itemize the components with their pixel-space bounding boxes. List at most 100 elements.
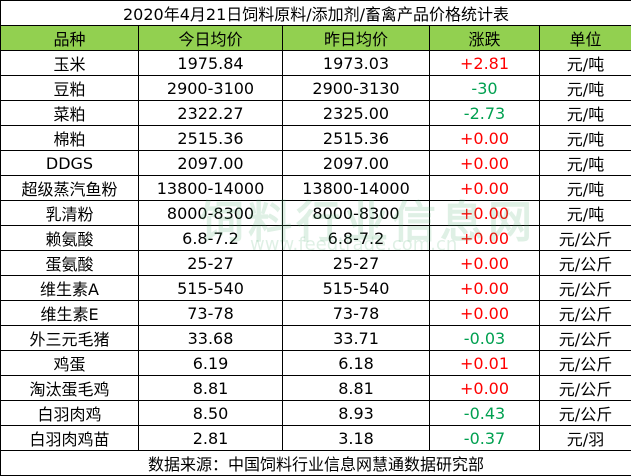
value-cell: 6.8-7.2 [283,226,430,251]
value-cell: 2322.27 [139,101,283,126]
value-cell: 8.81 [283,376,430,401]
change-cell: -0.03 [430,326,540,351]
value-cell: 元/公斤 [540,276,631,301]
value-cell: 2900-3100 [139,76,283,101]
value-cell: 元/羽 [540,426,631,451]
item-cell: 鸡蛋 [1,351,139,376]
value-cell: 13800-14000 [139,176,283,201]
item-cell: 菜粕 [1,101,139,126]
value-cell: 元/吨 [540,176,631,201]
change-cell: +0.01 [430,351,540,376]
item-cell: 淘汰蛋毛鸡 [1,376,139,401]
value-cell: 元/公斤 [540,251,631,276]
change-cell: +0.00 [430,151,540,176]
header-cell: 涨跌 [430,26,540,51]
change-cell: -0.43 [430,401,540,426]
value-cell: 元/公斤 [540,401,631,426]
item-cell: 棉粕 [1,126,139,151]
value-cell: 元/公斤 [540,326,631,351]
value-cell: 元/吨 [540,126,631,151]
value-cell: 元/吨 [540,151,631,176]
header-cell: 品种 [1,26,139,51]
value-cell: 元/吨 [540,201,631,226]
value-cell: 8.50 [139,401,283,426]
header-row: 品种今日均价昨日均价涨跌单位 [1,26,631,51]
item-cell: DDGS [1,151,139,176]
value-cell: 73-78 [283,301,430,326]
value-cell: 8000-8300 [283,201,430,226]
item-cell: 蛋氨酸 [1,251,139,276]
change-cell: +0.00 [430,301,540,326]
value-cell: 8000-8300 [139,201,283,226]
value-cell: 元/公斤 [540,376,631,401]
value-cell: 元/公斤 [540,226,631,251]
item-cell: 乳清粉 [1,201,139,226]
change-cell: +0.00 [430,276,540,301]
value-cell: 515-540 [283,276,430,301]
value-cell: 1975.84 [139,51,283,76]
change-cell: -0.37 [430,426,540,451]
item-cell: 白羽肉鸡 [1,401,139,426]
change-cell: +0.00 [430,251,540,276]
footer-row: 数据来源：中国饲料行业信息网慧通数据研究部 [1,451,631,476]
value-cell: 2097.00 [139,151,283,176]
value-cell: 25-27 [139,251,283,276]
change-cell: +0.00 [430,376,540,401]
header-cell: 单位 [540,26,631,51]
item-cell: 白羽肉鸡苗 [1,426,139,451]
table-title: 2020年4月21日饲料原料/添加剂/畜禽产品价格统计表 [1,1,631,26]
change-cell: -2.73 [430,101,540,126]
item-cell: 维生素A [1,276,139,301]
value-cell: 6.19 [139,351,283,376]
item-cell: 外三元毛猪 [1,326,139,351]
value-cell: 33.71 [283,326,430,351]
header-cell: 今日均价 [139,26,283,51]
item-cell: 玉米 [1,51,139,76]
title-row: 2020年4月21日饲料原料/添加剂/畜禽产品价格统计表 [1,1,631,26]
item-cell: 豆粕 [1,76,139,101]
item-cell: 赖氨酸 [1,226,139,251]
change-cell: +0.00 [430,176,540,201]
value-cell: 2097.00 [283,151,430,176]
value-cell: 元/吨 [540,51,631,76]
value-cell: 73-78 [139,301,283,326]
value-cell: 元/公斤 [540,351,631,376]
change-cell: +0.00 [430,226,540,251]
value-cell: 3.18 [283,426,430,451]
value-cell: 6.8-7.2 [139,226,283,251]
value-cell: 25-27 [283,251,430,276]
value-cell: 8.81 [139,376,283,401]
value-cell: 6.18 [283,351,430,376]
page: {"table":{"title":"2020年4月21日饲料原料/添加剂/畜禽… [0,0,631,464]
value-cell: 1973.03 [283,51,430,76]
value-cell: 2.81 [139,426,283,451]
value-cell: 33.68 [139,326,283,351]
value-cell: 515-540 [139,276,283,301]
change-cell: -30 [430,76,540,101]
item-cell: 维生素E [1,301,139,326]
value-cell: 8.93 [283,401,430,426]
value-cell: 2900-3130 [283,76,430,101]
value-cell: 2515.36 [139,126,283,151]
item-cell: 超级蒸汽鱼粉 [1,176,139,201]
change-cell: +0.00 [430,201,540,226]
value-cell: 2325.00 [283,101,430,126]
value-cell: 13800-14000 [283,176,430,201]
